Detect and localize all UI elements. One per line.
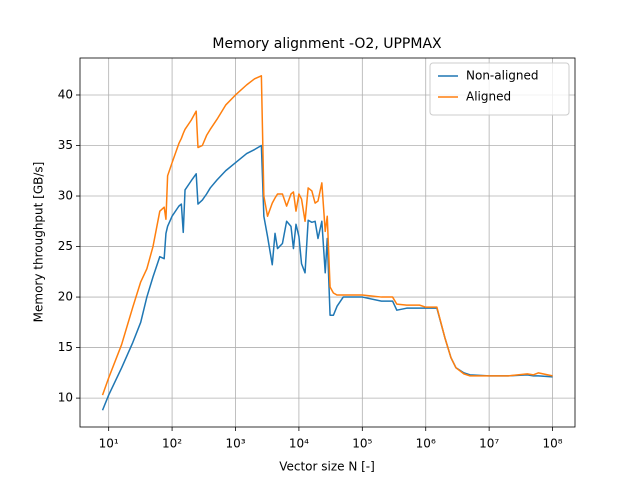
y-tick-label: 10 (58, 391, 73, 405)
chart-title: Memory alignment -O2, UPPMAX (212, 36, 442, 52)
y-tick-label: 25 (58, 239, 73, 253)
x-tick-label: 10⁸ (542, 437, 562, 451)
x-tick-label: 10⁵ (352, 437, 372, 451)
data-line (101, 144, 553, 411)
x-axis-label: Vector size N [-] (279, 460, 375, 474)
y-tick-label: 35 (58, 138, 73, 152)
legend-box (429, 62, 570, 116)
y-tick-label: 40 (58, 87, 73, 101)
y-axis-label: Memory throughput [GB/s] (32, 162, 46, 323)
x-tick-label: 10⁶ (416, 437, 436, 451)
y-tick-label: 30 (58, 189, 73, 203)
data-line (101, 75, 553, 396)
x-tick-label: 10⁷ (479, 437, 499, 451)
x-tick-label: 10² (162, 437, 182, 451)
legend: Non-aligned Aligned (429, 62, 570, 116)
legend-label: Aligned (466, 90, 511, 104)
x-tick-label: 10¹ (99, 437, 119, 451)
y-tick-label: 20 (58, 290, 73, 304)
x-tick-label: 10³ (225, 437, 245, 451)
y-tick-label: 15 (58, 340, 73, 354)
plot-frame (79, 57, 576, 428)
x-tick-label: 10⁴ (289, 437, 309, 451)
legend-label: Non-aligned (466, 69, 539, 83)
